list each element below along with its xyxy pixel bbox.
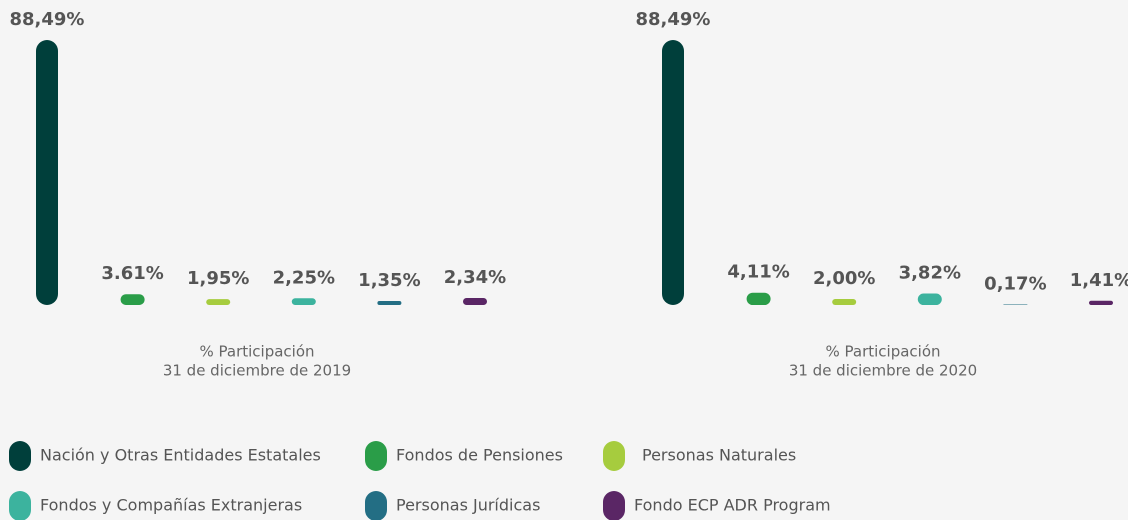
- bar: [1089, 300, 1113, 305]
- value-label: 2,00%: [813, 268, 875, 289]
- legend-swatch: [9, 441, 31, 471]
- value-label: 1,35%: [358, 270, 420, 291]
- bar: [120, 294, 145, 305]
- value-label: 0,17%: [984, 273, 1046, 294]
- value-label: 88,49%: [10, 9, 85, 30]
- chart-subtitle: 31 de diciembre de 2019: [163, 362, 351, 380]
- value-label: 2,25%: [273, 267, 335, 288]
- legend-swatch: [603, 441, 625, 471]
- bar: [36, 40, 58, 305]
- value-label: 1,41%: [1070, 270, 1128, 291]
- bar: [662, 40, 684, 305]
- chart-subtitle: 31 de diciembre de 2020: [789, 362, 977, 380]
- chart-title: % Participación: [825, 343, 940, 361]
- bar: [291, 298, 316, 305]
- bar: [832, 299, 857, 305]
- value-label: 1,95%: [187, 268, 249, 289]
- legend-swatch: [9, 491, 31, 520]
- value-label: 4,11%: [727, 262, 789, 283]
- legend-label: Nación y Otras Entidades Estatales: [40, 446, 321, 465]
- value-label: 2,34%: [444, 267, 506, 288]
- bar: [917, 293, 942, 305]
- legend-label: Personas Naturales: [642, 446, 796, 465]
- legend-swatch: [365, 491, 387, 520]
- chart-title: % Participación: [199, 343, 314, 361]
- value-label: 88,49%: [636, 9, 711, 30]
- legend-label: Personas Jurídicas: [396, 496, 540, 515]
- value-label: 3.61%: [101, 263, 163, 284]
- bar: [463, 297, 487, 305]
- legend-swatch: [365, 441, 387, 471]
- bar: [377, 300, 402, 305]
- bar: [206, 299, 231, 305]
- bar: [746, 292, 771, 305]
- legend-label: Fondo ECP ADR Program: [634, 496, 831, 515]
- legend-label: Fondos de Pensiones: [396, 446, 563, 465]
- legend-swatch: [603, 491, 625, 520]
- bar: [1003, 304, 1028, 305]
- legend-label: Fondos y Compañías Extranjeras: [40, 496, 302, 515]
- value-label: 3,82%: [899, 263, 961, 284]
